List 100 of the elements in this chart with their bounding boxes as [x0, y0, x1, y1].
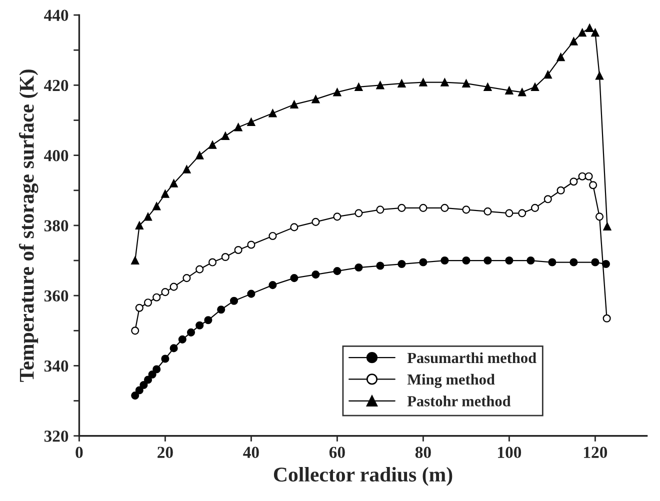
y-tick-label: 340	[44, 360, 68, 372]
x-axis-title: Collector radius (m)	[274, 466, 452, 486]
point	[595, 72, 604, 80]
point	[530, 82, 540, 91]
x-tick-label: 120	[584, 446, 608, 458]
point	[268, 281, 277, 290]
point	[221, 252, 230, 262]
point	[505, 256, 514, 265]
point	[161, 354, 170, 363]
x-tick-label: 40	[243, 446, 259, 458]
point	[178, 335, 186, 344]
y-tick-label: 400	[44, 150, 68, 162]
point	[290, 274, 298, 282]
point	[161, 288, 170, 296]
x-tick-label: 80	[415, 446, 431, 458]
point	[131, 256, 140, 265]
point	[440, 204, 449, 212]
point	[247, 240, 256, 249]
point	[208, 258, 217, 266]
point	[131, 392, 140, 400]
point	[570, 37, 578, 46]
point	[268, 232, 277, 240]
point	[333, 88, 342, 96]
legend-label: Pastohr method	[407, 396, 511, 406]
point	[518, 88, 526, 96]
point	[484, 256, 492, 265]
point	[140, 380, 148, 390]
point	[312, 270, 320, 279]
y-tick-label: 380	[44, 220, 68, 232]
y-tick-label: 440	[44, 10, 68, 21]
point	[161, 190, 170, 198]
point	[354, 264, 363, 272]
point	[544, 70, 552, 79]
point	[398, 204, 406, 212]
point	[196, 265, 204, 274]
point	[376, 81, 384, 90]
point	[152, 202, 161, 210]
point	[419, 258, 428, 266]
point	[376, 206, 384, 214]
y-axis-title: Temperature of storage surface (K)	[18, 70, 38, 382]
point	[170, 282, 178, 291]
y-tick-label: 360	[44, 290, 68, 302]
point	[484, 82, 492, 91]
point	[152, 365, 161, 374]
point	[462, 79, 470, 88]
point	[603, 222, 612, 231]
point	[398, 260, 406, 268]
point	[170, 179, 178, 188]
point	[135, 221, 144, 230]
point	[440, 256, 449, 265]
point	[556, 186, 565, 194]
point	[578, 172, 586, 180]
point	[505, 209, 514, 218]
point	[462, 206, 470, 214]
point	[505, 86, 514, 94]
point	[196, 321, 204, 330]
point	[234, 123, 242, 132]
point	[398, 79, 406, 88]
point	[170, 344, 178, 352]
point	[584, 172, 593, 180]
point	[221, 132, 230, 140]
point	[204, 316, 212, 324]
point	[247, 290, 256, 298]
point	[182, 165, 191, 174]
point	[589, 181, 598, 190]
x-tick-label: 100	[498, 446, 522, 458]
point	[135, 304, 144, 312]
point	[419, 204, 428, 212]
point	[570, 258, 578, 266]
point	[144, 212, 152, 221]
point	[354, 209, 363, 218]
point	[591, 258, 600, 266]
x-tick-label: 20	[158, 446, 173, 458]
point	[548, 258, 556, 266]
point	[354, 82, 363, 91]
point	[148, 370, 156, 379]
point	[144, 298, 152, 307]
point	[290, 223, 298, 232]
point	[333, 212, 342, 221]
point	[135, 386, 144, 394]
legend-label: Pasumarthi method	[407, 352, 536, 364]
point	[208, 140, 217, 149]
point	[440, 78, 449, 86]
point	[544, 195, 552, 204]
point	[268, 109, 277, 118]
point	[586, 24, 594, 32]
x-tick-label: 0	[76, 446, 83, 458]
point	[182, 274, 191, 282]
point	[526, 256, 535, 265]
point	[484, 207, 492, 216]
point	[462, 256, 470, 265]
point	[217, 306, 226, 314]
y-tick-label: 420	[44, 80, 68, 92]
point	[602, 314, 611, 322]
point	[312, 95, 320, 104]
point	[131, 326, 140, 335]
x-tick-label: 60	[329, 446, 345, 458]
point	[312, 218, 320, 226]
point	[376, 262, 384, 270]
point	[234, 246, 242, 254]
